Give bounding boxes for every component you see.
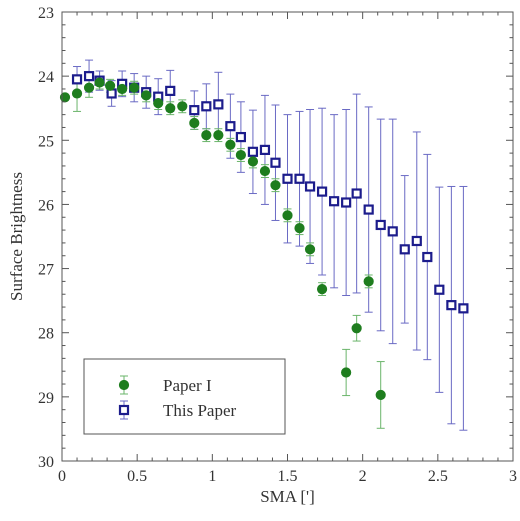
x-tick-label: 1.5 [278, 468, 298, 485]
this-paper-point [351, 188, 362, 199]
this-paper-point [225, 121, 236, 132]
this-paper-point [341, 197, 352, 208]
legend: Paper I This Paper [83, 358, 286, 435]
paper-i-point [235, 149, 246, 161]
this-paper-point [270, 157, 281, 168]
this-paper-point [259, 144, 271, 156]
paper-i-point [177, 101, 188, 112]
paper-i-point [201, 130, 212, 141]
axis-ticks [61, 11, 514, 462]
x-tick-label: 2.5 [428, 468, 448, 485]
paper-i-point [225, 139, 236, 150]
y-tick-label: 27 [38, 262, 54, 279]
y-tick-label: 30 [38, 454, 54, 471]
this-paper-point [235, 131, 246, 143]
paper-i-point [153, 97, 164, 109]
legend-label-paper-i: Paper I [163, 376, 212, 395]
x-tick-label: 0 [58, 468, 66, 485]
x-axis-label: SMA ['] [260, 487, 315, 506]
this-paper-point [458, 303, 469, 314]
paper-i-point [94, 77, 105, 88]
this-paper-point [294, 173, 305, 184]
paper-i-point [105, 80, 116, 91]
y-tick-label: 28 [38, 326, 54, 343]
this-paper-point [316, 186, 328, 197]
y-tick-label: 24 [38, 69, 54, 86]
paper-i-point [363, 276, 374, 287]
paper-i-point [247, 156, 259, 167]
this-paper-point [387, 226, 398, 237]
this-paper-point [165, 85, 176, 96]
paper-i-point [259, 165, 271, 177]
paper-i-point [270, 180, 281, 191]
paper-i-point [189, 117, 200, 129]
this-paper-point [399, 244, 410, 255]
paper-i-point [83, 82, 95, 93]
this-paper-point [213, 99, 224, 110]
legend-marker-paper-i [118, 379, 130, 391]
legend-marker-this-paper [118, 404, 130, 416]
paper-i-point [71, 88, 83, 99]
this-paper-point [434, 284, 445, 295]
this-paper-point [422, 251, 433, 263]
this-paper-point [247, 146, 259, 157]
paper-i-point [165, 103, 176, 114]
paper-i-point [351, 323, 362, 334]
paper-i-point [117, 83, 128, 95]
paper-i-point [213, 130, 224, 141]
y-axis-label: Surface Brightness [7, 172, 26, 301]
this-paper-point [189, 105, 200, 116]
y-tick-label: 26 [38, 197, 54, 214]
legend-box [83, 358, 286, 435]
paper-i-point [282, 210, 293, 221]
x-tick-label: 2 [359, 468, 367, 485]
this-paper-point [411, 235, 422, 247]
paper-i-point [294, 223, 305, 234]
this-paper-point [375, 219, 386, 231]
this-paper-point [282, 173, 293, 184]
paper-i-point [141, 90, 152, 101]
this-paper-point [363, 204, 374, 215]
paper-i-point [316, 283, 328, 295]
paper-i-point [341, 367, 352, 378]
this-paper-point [446, 300, 457, 311]
x-tick-label: 0.5 [127, 468, 147, 485]
paper-i-point [129, 82, 140, 93]
this-paper-point [304, 181, 316, 192]
paper-i-point [304, 244, 316, 255]
data-markers [59, 71, 469, 401]
tick-labels: 0 0.5 1 1.5 2 2.5 3 23 24 25 26 27 28 29 30 [38, 5, 517, 485]
this-paper-point [83, 71, 95, 82]
x-tick-label: 1 [208, 468, 216, 485]
y-tick-label: 25 [38, 133, 54, 150]
y-tick-label: 29 [38, 390, 54, 407]
x-tick-label: 3 [509, 468, 517, 485]
this-paper-point [201, 101, 212, 112]
this-paper-point [329, 196, 340, 207]
legend-label-this-paper: This Paper [163, 401, 237, 420]
y-tick-label: 23 [38, 5, 54, 22]
this-paper-point [71, 74, 83, 85]
paper-i-point [375, 389, 386, 401]
